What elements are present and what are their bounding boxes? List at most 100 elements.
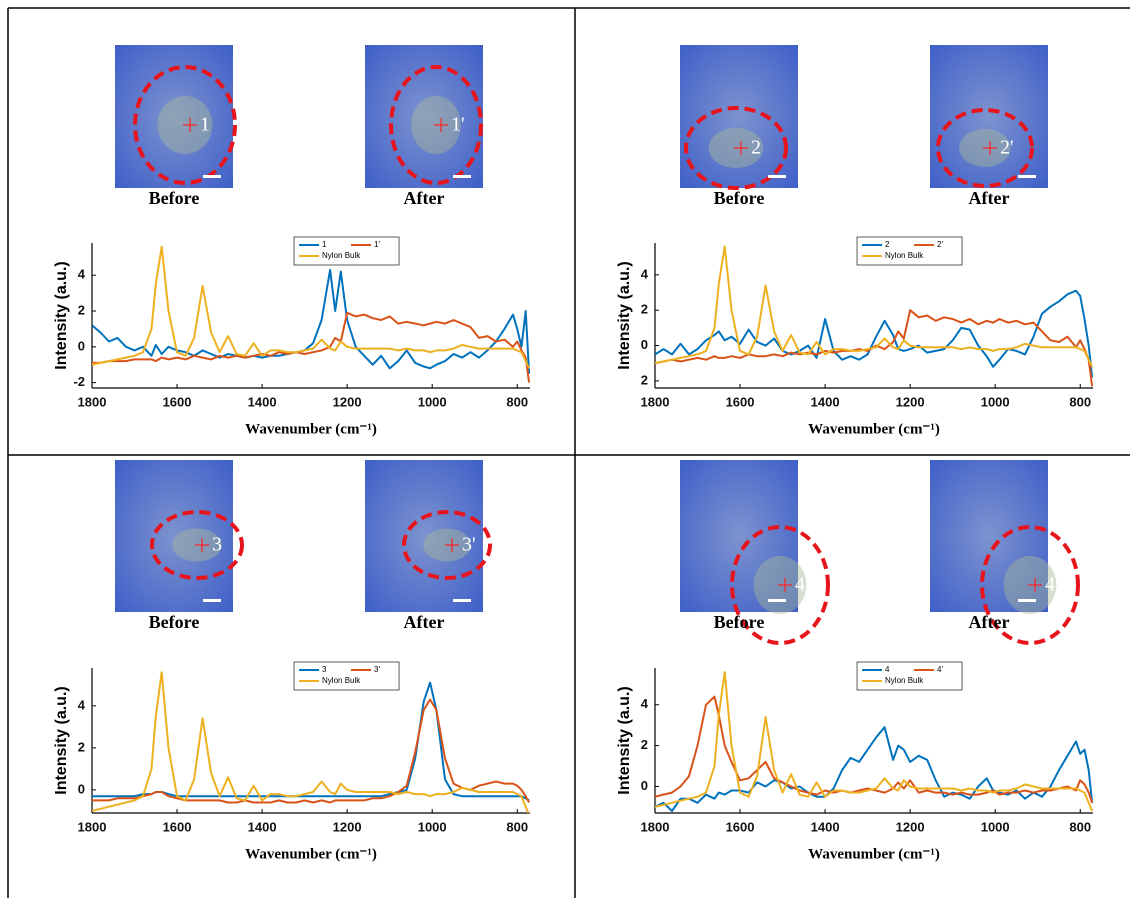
y-tick-label: 2 [641,302,648,317]
point-label: 1 [200,114,210,136]
region-circle [730,525,830,645]
legend-box [293,236,400,266]
image-caption: After [969,612,1010,632]
scale-bar [768,175,786,178]
image-caption: After [404,612,445,632]
legend-label: 2' [937,240,943,249]
x-tick-label: 1000 [981,394,1010,409]
image-caption: Before [714,612,765,632]
legend-box [856,661,963,691]
x-tick-label: 1000 [418,819,447,834]
legend-label: 4 [885,665,890,674]
x-tick-label: 1200 [333,819,362,834]
y-tick-label: 0 [641,778,648,793]
y-tick-label: 4 [78,267,86,282]
scale-bar [1018,599,1036,602]
x-tick-label: 1800 [641,394,670,409]
micrograph [680,45,798,188]
y-axis-label: Intensity (a.u.) [53,261,70,369]
x-tick-label: 1600 [163,394,192,409]
x-tick-label: 1600 [726,819,755,834]
scale-bar [203,175,221,178]
scale-bar [453,599,471,602]
region-circle [389,65,483,185]
y-tick-label: 2 [641,372,648,387]
region-circle [936,108,1034,188]
micrograph [930,45,1048,188]
legend-label: 1 [322,240,327,249]
image-caption: Before [149,612,200,632]
y-tick-label: 2 [641,737,648,752]
point-label: 2 [751,137,761,159]
micrograph [930,460,1048,612]
x-tick-label: 800 [1069,394,1091,409]
x-tick-label: 1800 [78,394,107,409]
image-caption: After [404,188,445,208]
legend-label: Nylon Bulk [885,676,924,685]
spectrum-line [655,671,1094,812]
scale-bar [203,599,221,602]
micrograph [115,460,233,612]
x-tick-label: 1000 [981,819,1010,834]
x-axis-label: Wavenumber (cm⁻¹) [808,846,940,862]
x-tick-label: 1200 [333,394,362,409]
x-axis-label: Wavenumber (cm⁻¹) [245,421,377,437]
y-tick-label: -2 [73,374,85,389]
legend-label: 3' [374,665,380,674]
y-tick-label: 0 [78,338,85,353]
y-tick-label: 2 [78,739,85,754]
point-label: 4 [1045,574,1055,596]
y-axis-label: Intensity (a.u.) [616,686,633,794]
spectrum-line [92,268,531,374]
region-circle [980,525,1080,645]
x-tick-label: 1400 [811,819,840,834]
spectrum-line [655,309,1094,387]
legend-label: 3 [322,665,327,674]
point-label: 4 [795,574,805,596]
spectrum-line [92,671,530,813]
spectrum-line [655,245,1094,368]
spectrum-line [92,311,531,383]
spectrum-line [655,695,1094,804]
point-label: 3 [212,534,222,556]
y-tick-label: 2 [78,302,85,317]
x-tick-label: 800 [1069,819,1091,834]
scale-bar [768,599,786,602]
spectrum-line [655,289,1094,378]
y-tick-label: 4 [641,266,649,281]
x-tick-label: 800 [506,819,528,834]
x-axis-label: Wavenumber (cm⁻¹) [245,846,377,862]
x-tick-label: 1400 [248,394,277,409]
legend-box [856,236,963,266]
x-axis-label: Wavenumber (cm⁻¹) [808,421,940,437]
region-circle [150,510,244,580]
region-circle [402,510,492,580]
spectrum-line [92,245,531,369]
y-axis-label: Intensity (a.u.) [616,261,633,369]
image-caption: After [969,188,1010,208]
legend-label: 1' [374,240,380,249]
y-tick-label: 0 [78,781,85,796]
x-tick-label: 1600 [163,819,192,834]
x-tick-label: 1200 [896,394,925,409]
y-tick-label: 0 [641,337,648,352]
scale-bar [1018,175,1036,178]
scale-bar [453,175,471,178]
x-tick-label: 1200 [896,819,925,834]
x-tick-label: 1400 [811,394,840,409]
region-circle [684,106,788,190]
x-tick-label: 1800 [641,819,670,834]
point-label: 3' [462,534,476,556]
point-label: 2' [1000,137,1014,159]
image-caption: Before [714,188,765,208]
legend-label: Nylon Bulk [322,251,361,260]
y-axis-label: Intensity (a.u.) [53,686,70,794]
x-tick-label: 800 [506,394,528,409]
x-tick-label: 1000 [418,394,447,409]
point-label: 1' [451,114,465,136]
micrograph [680,460,798,612]
spectrum-line [655,726,1094,812]
y-tick-label: 4 [78,697,86,712]
legend-label: 4' [937,665,943,674]
